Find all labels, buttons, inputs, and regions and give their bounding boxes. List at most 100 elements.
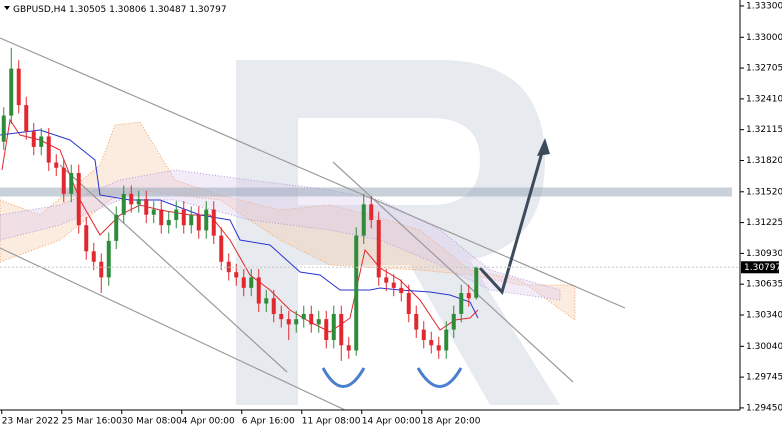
candle-body	[339, 313, 344, 346]
candle-body	[429, 340, 434, 346]
candle-body	[136, 199, 141, 205]
candle-body	[1, 115, 6, 142]
candle-body	[91, 251, 96, 262]
candle-body	[174, 209, 179, 220]
y-tick-label: 1.31225	[746, 218, 782, 228]
y-tick-label: 1.32705	[746, 64, 782, 74]
candle-body	[204, 209, 209, 231]
candle-body	[211, 209, 216, 236]
candle-body	[9, 68, 14, 116]
symbol: GBPUSD,H4	[13, 5, 66, 15]
candle-body	[166, 219, 171, 226]
candle-body	[121, 193, 126, 215]
candle-body	[234, 272, 239, 278]
candle-body	[331, 313, 336, 341]
candle-body	[451, 313, 456, 330]
candle-body	[54, 162, 59, 168]
x-tick-label: 25 Mar 16:00	[62, 417, 122, 427]
y-tick-label: 1.30340	[746, 310, 782, 320]
price-box	[741, 261, 779, 274]
candle-body	[144, 199, 149, 215]
x-tick-label: 6 Apr 16:00	[242, 417, 295, 427]
candle-body	[46, 136, 51, 163]
candle-body	[444, 329, 449, 351]
candle-body	[196, 214, 201, 231]
candle-body	[361, 204, 366, 236]
y-tick-label: 1.29745	[746, 373, 782, 383]
x-tick-label: 18 Apr 20:00	[422, 417, 481, 427]
candle-body	[159, 209, 164, 226]
candle-body	[384, 277, 389, 283]
candle-body	[151, 209, 156, 215]
x-tick-label: 11 Apr 08:00	[302, 417, 361, 427]
candle-body	[421, 329, 426, 341]
bottom-markers	[321, 367, 463, 388]
candle-body	[279, 313, 284, 320]
y-tick-label: 1.32115	[746, 125, 782, 135]
low: 1.30487	[149, 5, 186, 15]
candle-body	[264, 298, 269, 304]
candle-body	[249, 277, 254, 288]
candle-body	[106, 240, 111, 278]
x-tick-label: 23 Mar 2022	[2, 417, 59, 427]
y-tick-label: 1.31520	[746, 187, 782, 197]
candle-body	[459, 293, 464, 314]
price-label: 1.30797	[744, 263, 781, 273]
candle-body	[16, 68, 21, 106]
y-tick-label: 1.30040	[746, 342, 782, 352]
candle-body	[99, 261, 104, 278]
candle-body	[219, 235, 224, 262]
candle-body	[114, 214, 119, 241]
candle-body	[376, 219, 381, 278]
candle-body	[346, 345, 351, 351]
y-tick-label: 1.31820	[746, 156, 782, 166]
x-tick-label: 14 Apr 00:00	[362, 417, 421, 427]
candle-body	[129, 193, 134, 205]
y-tick-label: 1.33000	[746, 33, 782, 43]
high: 1.30806	[109, 5, 146, 15]
forecast-arrow	[478, 141, 547, 295]
candle-body	[31, 131, 36, 147]
candle-body	[61, 167, 66, 194]
candle-body	[391, 282, 396, 288]
fast-ma	[1, 118, 479, 333]
candle-body	[301, 313, 306, 320]
candle-body	[39, 136, 44, 147]
candle-body	[84, 225, 89, 252]
y-tick-label: 1.29450	[746, 403, 782, 413]
candle-body	[286, 319, 291, 325]
y-tick-label: 1.32410	[746, 94, 782, 104]
candle-body	[189, 214, 194, 226]
candle-body	[76, 172, 81, 226]
candle-body	[406, 293, 411, 314]
close: 1.30797	[189, 5, 226, 15]
candle-body	[369, 204, 374, 220]
trend-lines	[0, 37, 626, 411]
open: 1.30505	[69, 5, 106, 15]
menu-icon[interactable]	[4, 6, 10, 10]
candle-body	[399, 287, 404, 294]
candle-body	[294, 319, 299, 325]
arrow-head	[537, 138, 550, 156]
candle-body	[241, 277, 246, 288]
candle-body	[69, 172, 74, 194]
candle-body	[271, 298, 276, 314]
candle-body	[324, 319, 329, 341]
header: GBPUSD,H4 1.30505 1.30806 1.30487 1.3079…	[13, 5, 227, 15]
candle-body	[474, 267, 479, 298]
candle-body	[181, 209, 186, 226]
y-tick-label: 1.33300	[746, 1, 782, 11]
candle-body	[414, 313, 419, 330]
candle-body	[309, 313, 314, 325]
y-tick-label: 1.30930	[746, 249, 782, 259]
candle-body	[466, 293, 471, 299]
candle-body	[24, 105, 29, 132]
candle-body	[436, 345, 441, 351]
watermark	[236, 60, 560, 405]
x-tick-label: 4 Apr 00:00	[182, 417, 235, 427]
candle-body	[256, 277, 261, 304]
slow-ma	[0, 129, 479, 319]
y-tick-label: 1.30635	[746, 280, 782, 290]
x-tick-label: 30 Mar 08:00	[122, 417, 182, 427]
